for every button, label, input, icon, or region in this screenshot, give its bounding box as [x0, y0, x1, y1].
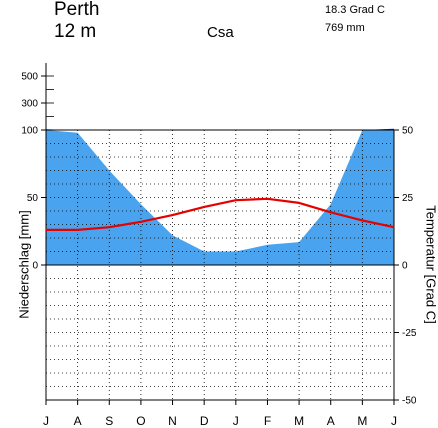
right-tick-label: 0 [402, 261, 408, 272]
month-label: N [168, 414, 177, 428]
left-tick-label: 500 [21, 72, 38, 83]
month-label: A [74, 414, 82, 428]
station-name: Perth [54, 0, 100, 20]
mean-temperature: 18.3 Grad C [325, 4, 385, 16]
right-tick-label: 25 [402, 193, 414, 204]
climate-class: Csa [207, 24, 234, 41]
precipitation-area [46, 130, 394, 265]
right-tick-label: -50 [402, 396, 417, 407]
right-tick-label: 50 [402, 126, 414, 137]
month-label: M [294, 414, 304, 428]
month-label: A [327, 414, 335, 428]
temperature-line [46, 197, 395, 231]
left-tick-label: 300 [21, 99, 38, 110]
left-tick-label: 100 [21, 126, 38, 137]
right-tick-label: -25 [402, 328, 417, 339]
month-label: F [264, 414, 271, 428]
left-tick-label: 0 [32, 261, 38, 272]
left-tick-label: 50 [27, 193, 39, 204]
month-label: J [43, 414, 49, 428]
month-label: M [357, 414, 367, 428]
month-label: S [105, 414, 113, 428]
month-label: O [136, 414, 145, 428]
station-elevation: 12 m [54, 21, 97, 42]
month-label: J [391, 414, 397, 428]
month-label: J [233, 414, 239, 428]
month-label: D [200, 414, 209, 428]
annual-precipitation: 769 mm [325, 22, 365, 34]
